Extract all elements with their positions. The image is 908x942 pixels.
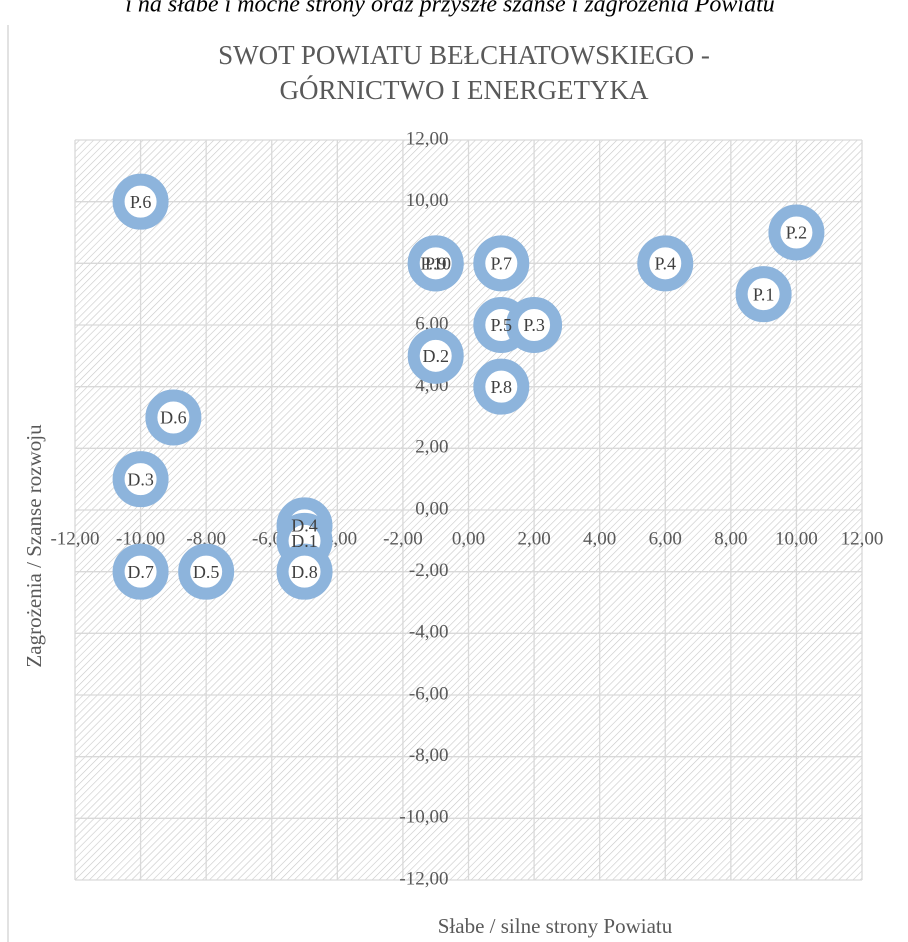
x-tick-label: -8,00 (186, 528, 226, 549)
data-label: P.3 (523, 315, 545, 335)
bubble (506, 297, 563, 353)
x-tick-label: 6,00 (649, 528, 682, 549)
title-line: GÓRNICTWO I ENERGETYKA (280, 75, 649, 105)
data-label: D.1 (291, 531, 318, 551)
bubble (473, 235, 530, 292)
data-label: P.7 (491, 253, 513, 273)
data-label: P.4 (654, 253, 676, 273)
data-label: D.4 (291, 516, 318, 536)
x-axis-label: Słabe / silne strony Powiatu (438, 914, 673, 938)
y-tick-label: -6,00 (409, 683, 449, 704)
data-label: P.1 (753, 284, 775, 304)
data-label: D.5 (193, 562, 220, 582)
bubble (735, 266, 792, 323)
y-tick-label: 2,00 (415, 437, 448, 458)
y-tick-label: -2,00 (409, 560, 449, 581)
y-tick-label: 10,00 (406, 190, 449, 211)
bubble (276, 543, 333, 600)
data-label: P.5 (491, 315, 513, 335)
y-tick-label: -8,00 (409, 745, 449, 766)
chart-title: SWOT POWIATU BEŁCHATOWSKIEGO - GÓRNICTWO… (218, 40, 710, 105)
x-tick-label: -2,00 (383, 528, 423, 549)
data-label: D.2 (422, 346, 449, 366)
x-tick-label: 10,00 (775, 528, 818, 549)
bubble (178, 543, 235, 600)
y-tick-label: -10,00 (399, 807, 448, 828)
data-label: P.2 (786, 223, 808, 243)
data-label: D.3 (127, 469, 154, 489)
x-tick-label: -10,00 (116, 528, 165, 549)
bubble (637, 235, 694, 292)
x-tick-label: -12,00 (50, 528, 99, 549)
bubble (112, 543, 169, 600)
y-axis-label: Zagrożenia / Szanse rozwoju (22, 424, 46, 668)
bubble (145, 389, 202, 446)
bubble (768, 204, 825, 261)
x-tick-label: 8,00 (714, 528, 747, 549)
x-tick-label: 0,00 (452, 528, 485, 549)
bubble (407, 235, 464, 292)
x-tick-label: 2,00 (517, 528, 550, 549)
data-label: P.10 (420, 253, 451, 273)
data-label: P.9 (425, 253, 447, 273)
y-tick-label: -4,00 (409, 622, 449, 643)
x-tick-label: 12,00 (841, 528, 884, 549)
bubble (473, 358, 530, 415)
data-label: D.6 (160, 408, 187, 428)
y-tick-label: 12,00 (406, 128, 449, 149)
x-tick-label: 4,00 (583, 528, 616, 549)
data-label: P.8 (491, 377, 513, 397)
bubble (407, 327, 464, 384)
title-line: SWOT POWIATU BEŁCHATOWSKIEGO - (218, 40, 710, 70)
bubble (112, 173, 169, 230)
data-label: D.8 (291, 562, 318, 582)
bubble (112, 451, 169, 508)
data-label: P.6 (130, 192, 152, 212)
y-tick-label: 0,00 (415, 498, 448, 519)
data-label: D.7 (127, 562, 154, 582)
caption: i na słabe i mocne strony oraz przyszłe … (125, 0, 775, 18)
y-tick-label: -12,00 (399, 868, 448, 889)
